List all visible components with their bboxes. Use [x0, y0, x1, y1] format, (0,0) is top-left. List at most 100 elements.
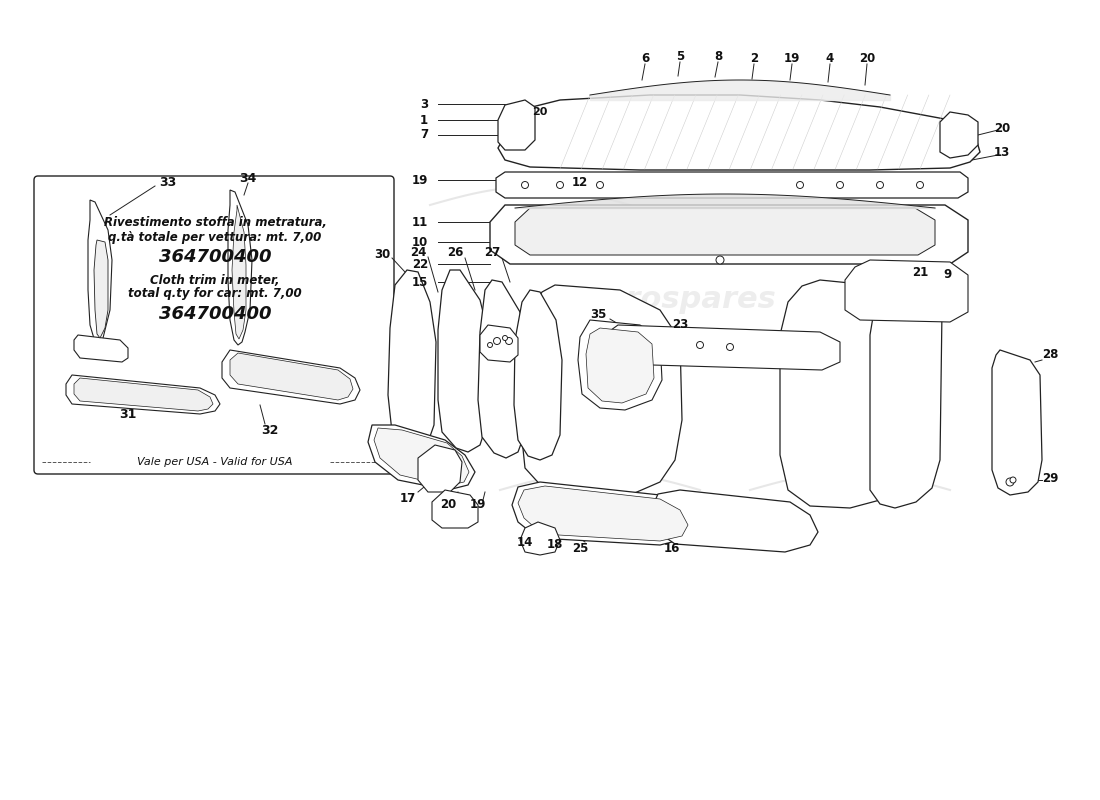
Text: 19: 19	[411, 174, 428, 186]
Polygon shape	[432, 490, 478, 528]
Text: 18: 18	[547, 538, 563, 551]
Text: 364700400: 364700400	[158, 305, 272, 323]
Text: 3: 3	[420, 98, 428, 110]
Text: 20: 20	[532, 107, 548, 117]
Text: 16: 16	[663, 542, 680, 554]
Circle shape	[494, 338, 501, 345]
Circle shape	[877, 182, 883, 189]
Circle shape	[506, 338, 513, 345]
Text: eurospares: eurospares	[174, 215, 366, 245]
Circle shape	[503, 335, 507, 341]
Polygon shape	[870, 290, 942, 508]
Text: 19: 19	[470, 498, 486, 511]
Text: 17: 17	[400, 491, 416, 505]
Text: eurospares: eurospares	[584, 510, 777, 539]
Text: 10: 10	[411, 235, 428, 249]
Polygon shape	[74, 335, 128, 362]
Polygon shape	[496, 172, 968, 198]
Text: 1: 1	[420, 114, 428, 126]
Circle shape	[557, 182, 563, 189]
Polygon shape	[388, 270, 436, 454]
Circle shape	[487, 342, 493, 347]
Circle shape	[796, 182, 803, 189]
Text: 364700400: 364700400	[158, 248, 272, 266]
Text: 2: 2	[750, 53, 758, 66]
Text: 32: 32	[262, 423, 278, 437]
Text: 9: 9	[944, 269, 953, 282]
Polygon shape	[368, 425, 475, 490]
Polygon shape	[518, 486, 688, 541]
Polygon shape	[578, 320, 662, 410]
Text: 34: 34	[240, 171, 256, 185]
Circle shape	[696, 342, 704, 349]
Polygon shape	[230, 353, 353, 400]
Text: 15: 15	[411, 275, 428, 289]
Polygon shape	[66, 375, 220, 414]
Polygon shape	[520, 285, 682, 498]
Text: 26: 26	[447, 246, 463, 258]
Text: 19: 19	[784, 53, 800, 66]
Polygon shape	[940, 112, 978, 158]
Circle shape	[521, 182, 528, 189]
Circle shape	[1010, 477, 1016, 483]
Text: 4: 4	[826, 53, 834, 66]
Text: 12: 12	[572, 175, 588, 189]
Polygon shape	[490, 205, 968, 264]
Text: Cloth trim in meter,: Cloth trim in meter,	[151, 274, 279, 286]
Polygon shape	[780, 280, 910, 508]
Circle shape	[916, 182, 924, 189]
Polygon shape	[374, 428, 469, 486]
Text: 31: 31	[119, 409, 136, 422]
Text: 20: 20	[994, 122, 1010, 134]
Text: Rivestimento stoffa in metratura,: Rivestimento stoffa in metratura,	[103, 215, 327, 229]
Polygon shape	[650, 490, 818, 552]
Text: 25: 25	[572, 542, 588, 554]
Polygon shape	[480, 325, 518, 362]
Polygon shape	[992, 350, 1042, 495]
Text: 29: 29	[1042, 471, 1058, 485]
Polygon shape	[88, 200, 112, 345]
Text: 27: 27	[484, 246, 500, 258]
Text: 21: 21	[912, 266, 928, 278]
Text: 22: 22	[411, 258, 428, 270]
Polygon shape	[478, 280, 528, 458]
Polygon shape	[438, 270, 490, 452]
Polygon shape	[514, 290, 562, 460]
Text: 33: 33	[160, 175, 177, 189]
Polygon shape	[418, 445, 462, 492]
Polygon shape	[600, 325, 840, 370]
Circle shape	[1006, 478, 1014, 486]
Text: 14: 14	[517, 535, 534, 549]
Text: 28: 28	[1042, 349, 1058, 362]
Text: 5: 5	[675, 50, 684, 63]
Polygon shape	[74, 378, 213, 411]
Text: 6: 6	[641, 53, 649, 66]
Text: 8: 8	[714, 50, 722, 63]
Polygon shape	[515, 208, 935, 255]
Circle shape	[836, 182, 844, 189]
Text: q.tà totale per vettura: mt. 7,00: q.tà totale per vettura: mt. 7,00	[109, 230, 321, 243]
Circle shape	[716, 256, 724, 264]
Polygon shape	[512, 482, 695, 545]
Text: total q.ty for car: mt. 7,00: total q.ty for car: mt. 7,00	[129, 287, 301, 301]
Circle shape	[726, 343, 734, 350]
Text: 20: 20	[440, 498, 456, 511]
Text: 20: 20	[859, 53, 876, 66]
Text: 35: 35	[590, 309, 606, 322]
Text: 7: 7	[420, 129, 428, 142]
Polygon shape	[498, 100, 535, 150]
Text: 24: 24	[410, 246, 426, 258]
Text: 11: 11	[411, 215, 428, 229]
Text: eurospares: eurospares	[584, 286, 777, 314]
Polygon shape	[586, 328, 654, 403]
Polygon shape	[228, 190, 252, 345]
Polygon shape	[94, 240, 108, 338]
Text: 30: 30	[374, 247, 390, 261]
FancyBboxPatch shape	[34, 176, 394, 474]
Circle shape	[596, 182, 604, 189]
Polygon shape	[520, 522, 560, 555]
Polygon shape	[845, 260, 968, 322]
Polygon shape	[222, 350, 360, 404]
Text: 23: 23	[672, 318, 689, 331]
Polygon shape	[232, 205, 246, 339]
